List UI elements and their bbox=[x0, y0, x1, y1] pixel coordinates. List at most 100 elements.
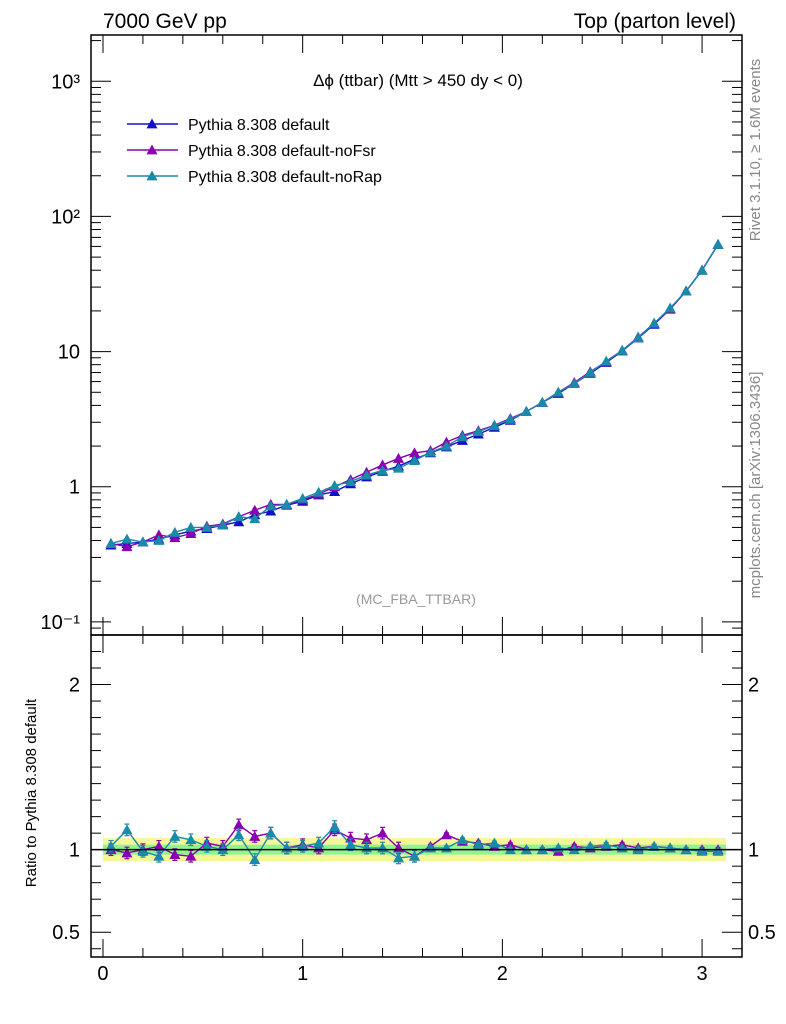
ratio-point bbox=[137, 845, 149, 856]
ratio-point bbox=[169, 830, 181, 841]
ratio-point bbox=[600, 839, 612, 850]
data-point bbox=[409, 455, 421, 466]
main-series bbox=[105, 238, 724, 552]
ratio-point bbox=[121, 847, 133, 858]
series-line bbox=[110, 244, 719, 548]
main-panel: 10⁻¹ 1 10 10² 10³ Δϕ (ttbar) (Mtt > 450 dy <… bbox=[41, 34, 743, 636]
ratio-point bbox=[249, 854, 261, 864]
data-point bbox=[456, 431, 468, 442]
ratio-point bbox=[313, 837, 325, 848]
data-point bbox=[616, 344, 628, 355]
ratio-point bbox=[696, 845, 708, 856]
series-line bbox=[110, 244, 719, 545]
data-point bbox=[600, 355, 612, 366]
ratio-frame bbox=[90, 634, 743, 958]
ratio-point bbox=[233, 829, 245, 840]
data-point bbox=[297, 492, 309, 503]
ratio-y-tick-label: 0.5 bbox=[52, 922, 80, 944]
data-point bbox=[696, 264, 708, 275]
ratio-point bbox=[409, 850, 421, 861]
data-point bbox=[233, 511, 245, 522]
ratio-y-tick-label-right: 1 bbox=[748, 840, 759, 862]
ratio-point bbox=[105, 840, 117, 851]
ratio-point bbox=[584, 840, 596, 851]
data-point bbox=[201, 521, 213, 532]
ratio-point bbox=[153, 840, 165, 851]
ratio-point bbox=[440, 829, 452, 840]
main-y-tick-label: 10⁻¹ bbox=[41, 612, 81, 634]
x-tick-label: 0 bbox=[97, 963, 108, 985]
ratio-point bbox=[456, 834, 468, 845]
rivet-label: Rivet 3.1.10, ≥ 1.6M events bbox=[747, 59, 764, 242]
main-y-tick-labels: 10⁻¹ 1 10 10² 10³ bbox=[41, 71, 81, 634]
ratio-point bbox=[249, 830, 261, 841]
mcplots-label: mcplots.cern.ch [arXiv:1306.3436] bbox=[747, 372, 764, 599]
ratio-point bbox=[377, 827, 389, 838]
data-point bbox=[712, 238, 724, 249]
data-point bbox=[664, 302, 676, 313]
header-right: Top (parton level) bbox=[574, 10, 736, 33]
data-point bbox=[488, 420, 500, 431]
data-point bbox=[121, 533, 133, 544]
data-point bbox=[377, 459, 389, 470]
ratio-point bbox=[233, 819, 245, 830]
data-point bbox=[329, 480, 341, 490]
data-point bbox=[568, 378, 580, 388]
ratio-point bbox=[169, 849, 181, 860]
legend-label: Pythia 8.308 default bbox=[188, 117, 330, 134]
data-point bbox=[249, 513, 261, 524]
legend-label: Pythia 8.308 default-noFsr bbox=[188, 143, 376, 160]
legend-marker bbox=[146, 118, 158, 129]
data-point bbox=[137, 536, 149, 547]
data-point bbox=[265, 505, 277, 516]
plot-title: Δϕ (ttbar) (Mtt > 450 dy < 0) bbox=[313, 71, 523, 90]
data-point bbox=[217, 519, 229, 530]
data-point bbox=[440, 440, 452, 451]
ratio-point bbox=[393, 852, 405, 863]
header-left: 7000 GeV pp bbox=[103, 10, 227, 33]
ratio-x-tick-labels: 0 1 2 3 bbox=[97, 963, 707, 985]
ratio-point bbox=[488, 837, 500, 848]
ratio-point bbox=[648, 840, 660, 851]
data-point bbox=[169, 532, 181, 543]
data-point bbox=[281, 498, 293, 509]
data-point bbox=[504, 413, 516, 424]
legend-label: Pythia 8.308 default-noRap bbox=[188, 169, 382, 186]
main-y-tick-label: 1 bbox=[69, 477, 80, 499]
ratio-point bbox=[201, 840, 213, 851]
data-point bbox=[648, 317, 660, 328]
ratio-y-tick-label-right: 0.5 bbox=[748, 922, 776, 944]
ratio-y-axis-label: Ratio to Pythia 8.308 default bbox=[23, 698, 40, 887]
data-point bbox=[153, 529, 165, 540]
data-point bbox=[552, 386, 564, 397]
data-point bbox=[185, 528, 197, 539]
data-point bbox=[233, 516, 245, 527]
data-point bbox=[313, 486, 325, 497]
legend-marker bbox=[146, 170, 158, 181]
main-ticks bbox=[91, 35, 743, 636]
series-line bbox=[110, 244, 719, 546]
x-tick-label: 3 bbox=[696, 963, 707, 985]
data-point bbox=[393, 452, 405, 463]
ratio-ticks bbox=[91, 635, 743, 957]
data-point bbox=[105, 538, 117, 548]
ratio-point bbox=[345, 839, 357, 850]
data-point bbox=[680, 285, 692, 296]
data-point bbox=[393, 462, 405, 473]
ratio-point bbox=[345, 832, 357, 843]
ratio-point bbox=[329, 821, 341, 831]
data-point bbox=[361, 469, 373, 480]
data-point bbox=[169, 526, 181, 537]
data-point bbox=[424, 446, 436, 457]
x-tick-label: 2 bbox=[497, 963, 508, 985]
data-point bbox=[472, 426, 484, 436]
analysis-label: (MC_FBA_TTBAR) bbox=[356, 591, 476, 607]
ratio-point bbox=[712, 845, 724, 856]
ratio-point bbox=[121, 824, 133, 835]
ratio-point bbox=[472, 839, 484, 850]
ratio-point bbox=[297, 840, 309, 851]
main-y-tick-label: 10² bbox=[51, 206, 80, 228]
legend-marker bbox=[146, 144, 158, 155]
ratio-point bbox=[265, 827, 277, 838]
data-point bbox=[377, 464, 389, 475]
